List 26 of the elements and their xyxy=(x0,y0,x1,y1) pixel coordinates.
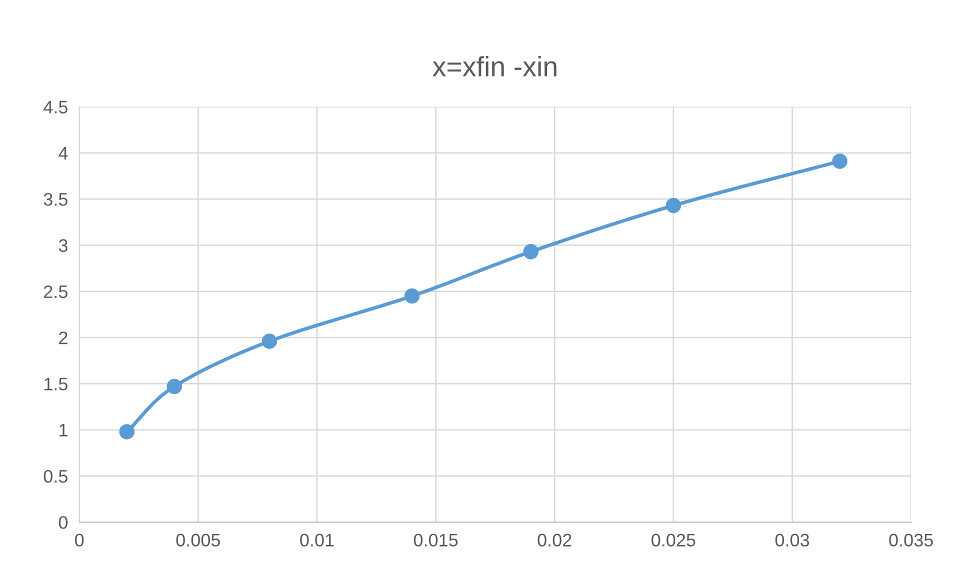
y-tick-label: 1 xyxy=(60,424,68,436)
chart-title: x=xfin -xin xyxy=(432,56,556,76)
y-tick-label: 2.5 xyxy=(44,285,68,298)
x-tick-label: 0.02 xyxy=(538,534,572,547)
y-tick-label: 4 xyxy=(58,147,68,160)
y-tick-label: 3 xyxy=(58,239,68,252)
y-tick-label: 4.5 xyxy=(44,100,68,114)
point xyxy=(119,424,135,440)
point xyxy=(523,244,538,260)
y-tick-label: 3.5 xyxy=(44,193,68,206)
x-tick-label: 0.025 xyxy=(652,534,696,547)
point xyxy=(166,378,182,394)
point xyxy=(832,154,848,169)
x-tick-label: 0.035 xyxy=(889,534,933,547)
x-tick-label: 0.005 xyxy=(176,534,220,547)
x-tick-label: 0.03 xyxy=(775,534,810,547)
x-tick-label: 0 xyxy=(75,534,84,547)
point xyxy=(404,288,420,304)
y-tick-label: 0.5 xyxy=(44,470,68,483)
y-tick-label: 1.5 xyxy=(44,378,68,390)
x-tick-label: 0.015 xyxy=(414,534,458,547)
x-tick-label: 0.01 xyxy=(300,534,334,547)
point xyxy=(666,198,682,214)
y-tick-label: 2 xyxy=(59,331,68,344)
point xyxy=(262,334,278,349)
y-tick-label: 0 xyxy=(58,516,68,529)
